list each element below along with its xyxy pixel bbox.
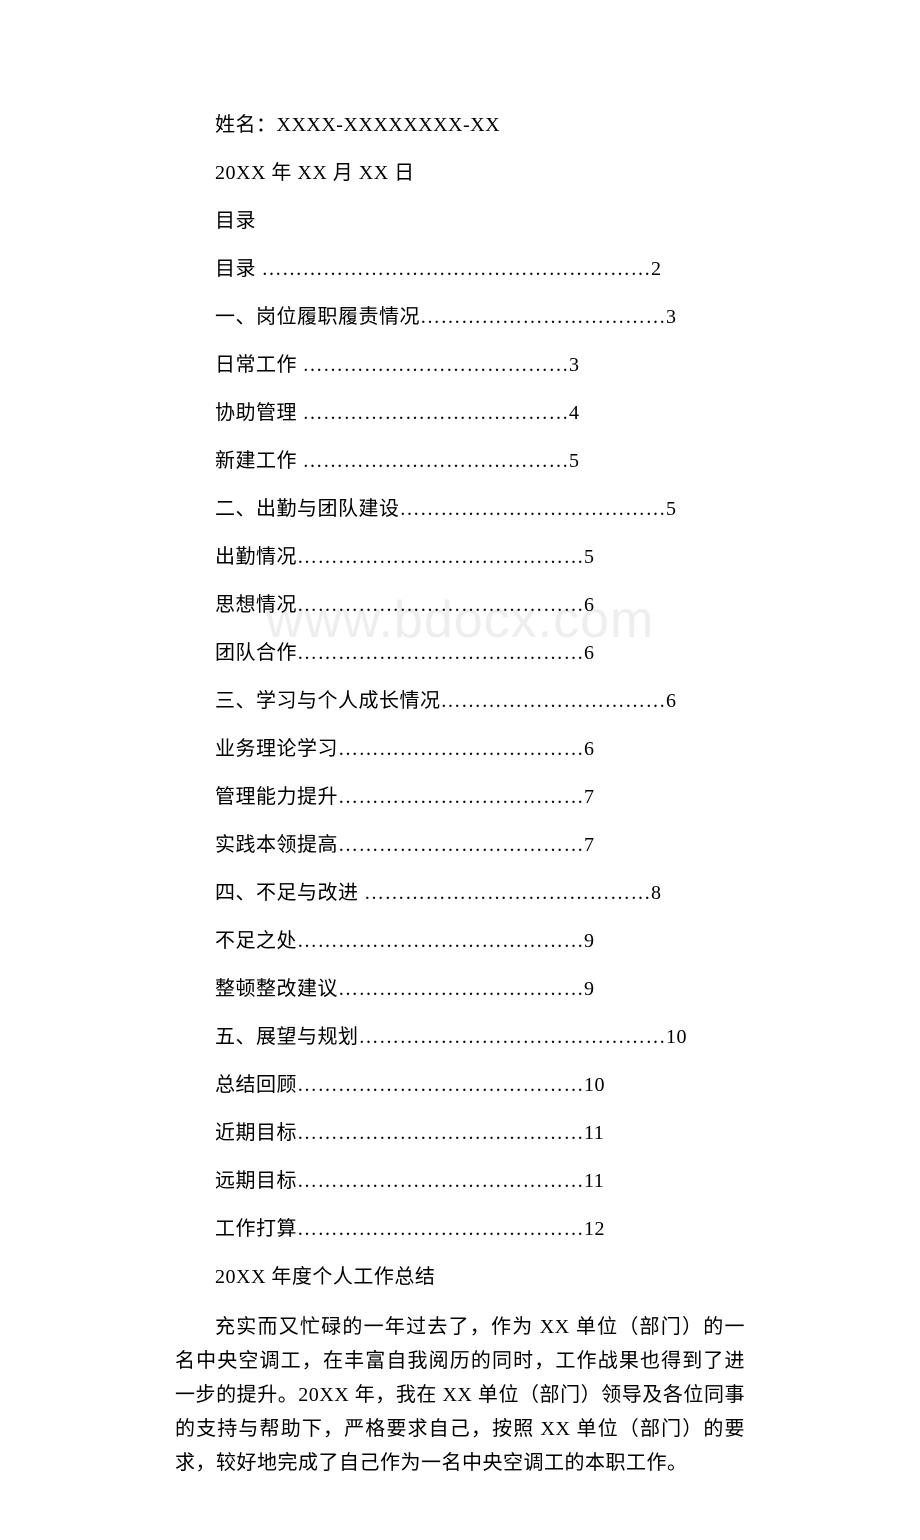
toc-entry: 五、展望与规划………………………………………10 [175,1022,745,1052]
toc-entry: 新建工作 …………………………………5 [175,446,745,476]
toc-entry: 业务理论学习………………………………6 [175,734,745,764]
toc-heading: 目录 [175,206,745,236]
toc-entry: 实践本领提高………………………………7 [175,830,745,860]
toc-entry: 团队合作……………………………………6 [175,638,745,668]
toc-entry: 管理能力提升………………………………7 [175,782,745,812]
toc-entry: 工作打算……………………………………12 [175,1214,745,1244]
toc-entry: 目录 …………………………………………………2 [175,254,745,284]
toc-entry: 一、岗位履职履责情况………………………………3 [175,302,745,332]
toc-entry: 协助管理 …………………………………4 [175,398,745,428]
toc-entry: 三、学习与个人成长情况……………………………6 [175,686,745,716]
section-title: 20XX 年度个人工作总结 [175,1262,745,1292]
toc-entry: 远期目标……………………………………11 [175,1166,745,1196]
body-paragraph: 充实而又忙碌的一年过去了，作为 XX 单位（部门）的一名中央空调工，在丰富自我阅… [175,1310,745,1480]
toc-entry: 二、出勤与团队建设…………………………………5 [175,494,745,524]
toc-entry: 近期目标……………………………………11 [175,1118,745,1148]
toc-entry: 不足之处……………………………………9 [175,926,745,956]
document-page: 姓名：XXXX-XXXXXXXX-XX 20XX 年 XX 月 XX 日 目录 … [0,0,920,1540]
toc-container: 目录 …………………………………………………2 一、岗位履职履责情况…………………… [175,254,745,1244]
toc-entry: 出勤情况……………………………………5 [175,542,745,572]
toc-entry: 四、不足与改进 ……………………………………8 [175,878,745,908]
toc-entry: 总结回顾……………………………………10 [175,1070,745,1100]
toc-entry: 日常工作 …………………………………3 [175,350,745,380]
toc-entry: 整顿整改建议………………………………9 [175,974,745,1004]
toc-entry: 思想情况……………………………………6 [175,590,745,620]
name-label: 姓名： [215,114,277,136]
name-value: XXXX-XXXXXXXX-XX [277,114,501,136]
date-line: 20XX 年 XX 月 XX 日 [175,158,745,188]
name-line: 姓名：XXXX-XXXXXXXX-XX [175,110,745,140]
